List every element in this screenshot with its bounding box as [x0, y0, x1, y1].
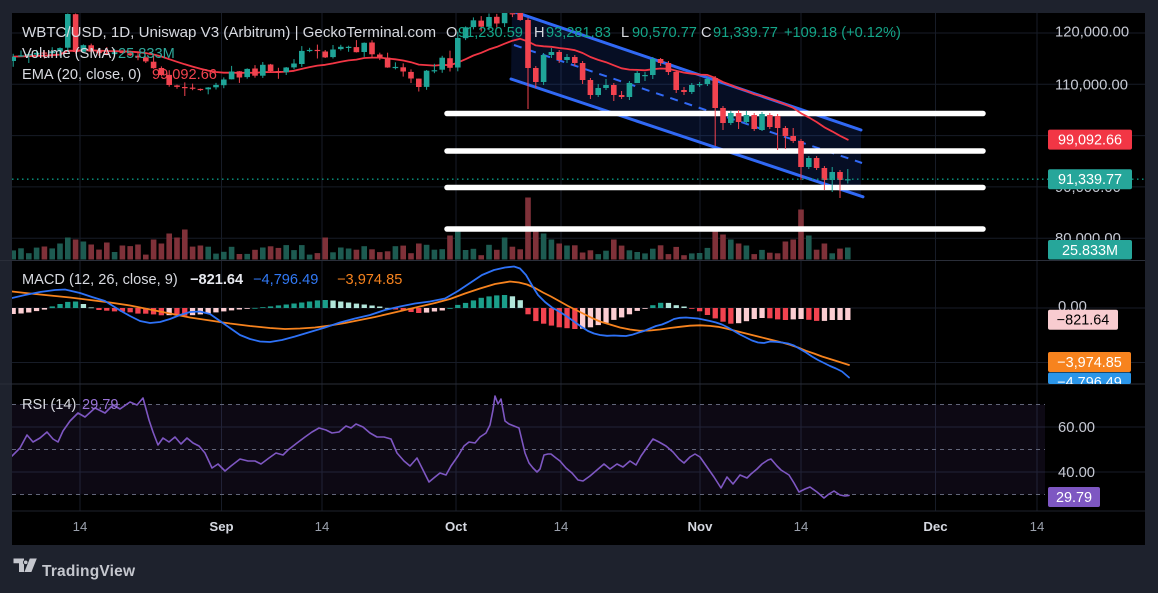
- svg-text:60.00: 60.00: [1058, 420, 1095, 436]
- svg-text:MACD (12, 26, close, 9): MACD (12, 26, close, 9): [22, 272, 178, 288]
- svg-text:14: 14: [554, 519, 569, 534]
- svg-text:Sep: Sep: [209, 519, 233, 534]
- svg-text:91,339.77: 91,339.77: [713, 25, 778, 41]
- svg-text:25.833M: 25.833M: [1062, 243, 1118, 259]
- svg-text:14: 14: [315, 519, 330, 534]
- svg-text:−3,974.85: −3,974.85: [1057, 355, 1121, 371]
- svg-text:110,000.00: 110,000.00: [1055, 77, 1128, 93]
- svg-text:29.79: 29.79: [82, 397, 119, 413]
- svg-text:EMA (20, close, 0): EMA (20, close, 0): [22, 67, 141, 83]
- svg-text:29.79: 29.79: [1056, 490, 1092, 506]
- svg-text:−821.64: −821.64: [1057, 313, 1109, 329]
- svg-text:Dec: Dec: [923, 519, 947, 534]
- svg-text:−3,974.85: −3,974.85: [337, 272, 402, 288]
- svg-text:L: L: [621, 25, 629, 41]
- svg-text:90,570.77: 90,570.77: [632, 25, 697, 41]
- svg-text:91,339.77: 91,339.77: [1058, 172, 1122, 188]
- svg-text:RSI (14): RSI (14): [22, 397, 76, 413]
- svg-text:120,000.00: 120,000.00: [1055, 25, 1129, 41]
- svg-text:14: 14: [794, 519, 809, 534]
- svg-text:O: O: [446, 25, 457, 41]
- svg-text:−4,796.49: −4,796.49: [1057, 375, 1121, 391]
- svg-text:99,092.66: 99,092.66: [1058, 133, 1122, 149]
- svg-text:93,281.83: 93,281.83: [546, 25, 611, 41]
- svg-text:H: H: [534, 25, 545, 41]
- svg-text:14: 14: [73, 519, 88, 534]
- svg-text:99,092.66: 99,092.66: [152, 67, 217, 83]
- svg-text:C: C: [701, 25, 712, 41]
- svg-text:Nov: Nov: [688, 519, 714, 534]
- svg-text:14: 14: [1030, 519, 1045, 534]
- svg-text:25.833M: 25.833M: [118, 46, 175, 62]
- svg-text:Oct: Oct: [445, 519, 468, 534]
- svg-text:Volume (SMA): Volume (SMA): [22, 46, 116, 62]
- svg-text:TradingView: TradingView: [42, 563, 136, 580]
- svg-text:WBTC/USD, 1D, Uniswap V3 (Arbi: WBTC/USD, 1D, Uniswap V3 (Arbitrum) | Ge…: [22, 24, 436, 41]
- svg-text:40.00: 40.00: [1058, 465, 1095, 481]
- svg-text:+109.18 (+0.12%): +109.18 (+0.12%): [784, 25, 901, 41]
- svg-text:−4,796.49: −4,796.49: [253, 272, 318, 288]
- svg-text:−821.64: −821.64: [190, 272, 244, 288]
- svg-text:91,230.59: 91,230.59: [458, 25, 523, 41]
